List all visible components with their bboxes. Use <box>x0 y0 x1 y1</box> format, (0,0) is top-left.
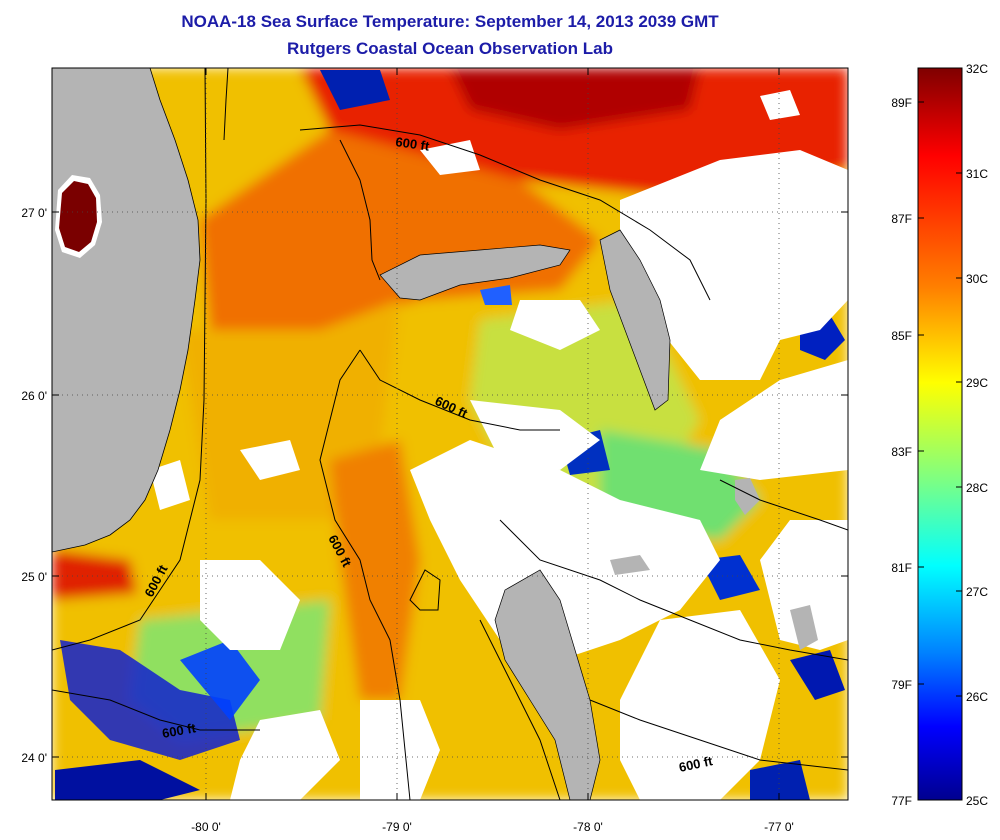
grid-lines <box>52 68 848 800</box>
lat-label: 27 0' <box>21 206 47 220</box>
contour-label: 600 ft <box>678 753 715 775</box>
andros-land <box>494 569 601 800</box>
colorbar-ticks <box>918 101 962 697</box>
map-title: NOAA-18 Sea Surface Temperature: Septemb… <box>181 12 719 31</box>
contour-label: 600 ft <box>395 134 431 154</box>
celsius-label: 27C <box>966 585 988 599</box>
contour-lines <box>52 68 848 800</box>
contour-label: 600 ft <box>161 720 198 741</box>
lat-label: 26 0' <box>21 389 47 403</box>
map-area: 600 ft 600 ft 600 ft 600 ft 600 ft 600 f… <box>52 68 848 800</box>
lon-label: -77 0' <box>764 820 794 834</box>
grand-bahama-land <box>379 244 571 301</box>
fahrenheit-label: 77F <box>891 794 912 808</box>
celsius-label: 28C <box>966 481 988 495</box>
cloud-mask <box>150 90 848 800</box>
fahrenheit-label: 81F <box>891 561 912 575</box>
celsius-label: 30C <box>966 272 988 286</box>
lon-label: -80 0' <box>191 820 221 834</box>
celsius-label: 32C <box>966 62 988 76</box>
fahrenheit-label: 85F <box>891 329 912 343</box>
map-frame <box>51 67 849 801</box>
axis-ticks <box>52 68 848 800</box>
lake-okeechobee-temp <box>59 181 97 252</box>
celsius-label: 29C <box>966 376 988 390</box>
fahrenheit-label: 79F <box>891 678 912 692</box>
lat-label: 25 0' <box>21 570 47 584</box>
colorbar <box>917 67 963 801</box>
celsius-label: 31C <box>966 167 988 181</box>
land-masses <box>52 68 818 800</box>
lon-label: -78 0' <box>573 820 603 834</box>
abaco-land <box>599 229 671 411</box>
fahrenheit-label: 89F <box>891 96 912 110</box>
celsius-label: 25C <box>966 794 988 808</box>
lat-label: 24 0' <box>21 751 47 765</box>
fahrenheit-label: 83F <box>891 445 912 459</box>
fahrenheit-label: 87F <box>891 212 912 226</box>
lon-label: -79 0' <box>382 820 412 834</box>
map-subtitle: Rutgers Coastal Ocean Observation Lab <box>287 39 613 58</box>
celsius-label: 26C <box>966 690 988 704</box>
